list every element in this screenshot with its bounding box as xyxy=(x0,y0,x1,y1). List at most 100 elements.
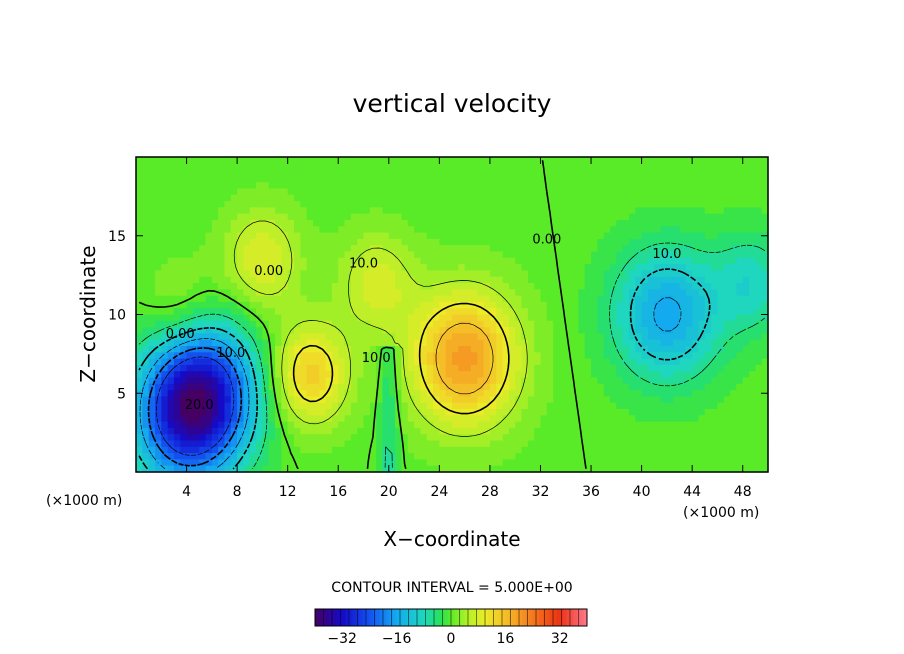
field-cell xyxy=(136,327,143,334)
field-cell xyxy=(294,453,301,460)
field-cell xyxy=(603,201,611,208)
field-cell xyxy=(685,333,693,341)
field-cell xyxy=(331,257,339,265)
field-cell xyxy=(433,333,440,341)
field-cell xyxy=(338,421,346,429)
field-cell xyxy=(534,308,542,316)
field-cell xyxy=(521,390,529,397)
field-cell xyxy=(338,163,346,171)
field-cell xyxy=(420,352,428,360)
field-cell xyxy=(439,421,447,429)
field-cell xyxy=(736,169,744,177)
field-cell xyxy=(622,446,630,454)
field-cell xyxy=(496,201,504,208)
field-cell xyxy=(641,333,649,341)
field-cell xyxy=(211,421,219,429)
field-cell xyxy=(666,163,674,171)
field-cell xyxy=(483,396,491,404)
field-cell xyxy=(521,301,529,309)
field-cell xyxy=(673,320,681,328)
field-cell xyxy=(331,226,339,234)
field-cell xyxy=(211,333,219,341)
field-cell xyxy=(136,358,143,366)
field-cell xyxy=(376,446,384,454)
field-cell xyxy=(761,333,769,341)
field-cell xyxy=(287,188,295,196)
field-cell xyxy=(331,245,339,253)
field-cell xyxy=(723,402,731,410)
field-cell xyxy=(679,339,687,347)
field-cell xyxy=(382,283,390,290)
field-cell xyxy=(496,308,504,316)
field-cell xyxy=(426,459,434,467)
field-cell xyxy=(458,339,466,347)
field-cell xyxy=(218,314,226,322)
field-cell xyxy=(572,276,579,284)
field-cell xyxy=(426,194,434,202)
field-cell xyxy=(294,169,301,177)
field-cell xyxy=(610,157,617,164)
field-cell xyxy=(660,238,668,246)
field-cell xyxy=(641,238,649,246)
field-cell xyxy=(508,377,516,385)
field-cell xyxy=(578,194,586,202)
field-cell xyxy=(407,270,415,278)
field-cell xyxy=(439,270,447,278)
field-cell xyxy=(591,446,598,454)
field-cell xyxy=(540,459,548,467)
field-cell xyxy=(452,377,459,385)
field-cell xyxy=(540,333,548,341)
field-cell xyxy=(275,157,282,164)
field-cell xyxy=(565,182,573,190)
field-cell xyxy=(262,409,270,416)
field-cell xyxy=(470,390,478,397)
field-cell xyxy=(464,415,472,423)
field-cell xyxy=(736,327,744,334)
field-cell xyxy=(350,320,358,328)
field-cell xyxy=(458,270,466,278)
field-cell xyxy=(508,402,516,410)
field-cell xyxy=(136,207,143,215)
field-cell xyxy=(761,396,769,404)
field-cell xyxy=(294,371,301,379)
field-cell xyxy=(344,226,352,234)
field-cell xyxy=(344,352,352,360)
field-cell xyxy=(673,453,681,460)
field-cell xyxy=(167,402,175,410)
field-cell xyxy=(281,194,289,202)
field-cell xyxy=(470,276,478,284)
field-cell xyxy=(502,459,510,467)
field-cell xyxy=(414,201,421,208)
field-cell xyxy=(268,459,276,467)
field-cell xyxy=(470,434,478,442)
field-cell xyxy=(312,182,320,190)
field-cell xyxy=(711,402,719,410)
field-cell xyxy=(268,182,276,190)
field-cell xyxy=(553,157,561,164)
field-cell xyxy=(300,264,308,271)
field-cell xyxy=(262,238,270,246)
field-cell xyxy=(483,339,491,347)
field-cell xyxy=(300,283,308,290)
field-cell xyxy=(597,308,605,316)
field-cell xyxy=(167,201,175,208)
field-cell xyxy=(395,339,403,347)
field-cell xyxy=(572,182,579,190)
field-cell xyxy=(420,409,428,416)
field-cell xyxy=(660,251,668,259)
field-cell xyxy=(407,465,415,473)
field-cell xyxy=(578,175,586,183)
field-cell xyxy=(470,289,478,297)
field-cell xyxy=(388,396,396,404)
field-cell xyxy=(395,434,403,442)
field-cell xyxy=(603,377,611,385)
field-cell xyxy=(628,371,636,379)
field-cell xyxy=(199,402,207,410)
field-cell xyxy=(470,213,478,221)
field-cell xyxy=(148,339,156,347)
field-cell xyxy=(325,459,333,467)
field-cell xyxy=(534,358,542,366)
field-cell xyxy=(439,175,447,183)
field-cell xyxy=(666,415,674,423)
